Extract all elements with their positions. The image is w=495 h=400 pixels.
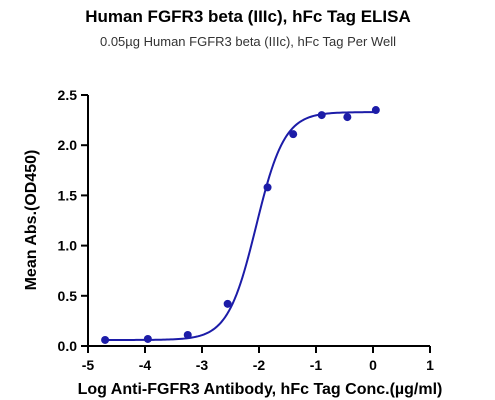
chart-title: Human FGFR3 beta (IIIc), hFc Tag ELISA bbox=[85, 7, 411, 26]
x-tick-label: 0 bbox=[369, 357, 377, 373]
data-point bbox=[371, 106, 380, 115]
data-point bbox=[101, 335, 110, 344]
y-tick-label: 1.0 bbox=[58, 238, 78, 254]
plot-area: 0.0 0.5 1.0 1.5 2.0 2.5 -5 -4 -3 -2 -1 0 1 bbox=[58, 87, 435, 373]
data-point bbox=[143, 334, 152, 343]
data-point bbox=[263, 183, 272, 192]
y-tick-label: 1.5 bbox=[58, 187, 78, 203]
y-axis-label: Mean Abs.(OD450) bbox=[23, 150, 40, 291]
y-tick-label: 2.0 bbox=[58, 137, 78, 153]
x-tick-label: -5 bbox=[82, 357, 95, 373]
x-tick-label: -2 bbox=[253, 357, 266, 373]
y-axis-ticks: 0.0 0.5 1.0 1.5 2.0 2.5 bbox=[58, 87, 88, 354]
data-point bbox=[289, 130, 298, 139]
chart-subtitle: 0.05µg Human FGFR3 beta (IIIc), hFc Tag … bbox=[100, 34, 396, 49]
x-tick-label: -1 bbox=[310, 357, 323, 373]
fit-curve bbox=[105, 111, 376, 341]
x-axis-label: Log Anti-FGFR3 Antibody, hFc Tag Conc.(µ… bbox=[78, 381, 443, 398]
x-tick-label: -3 bbox=[196, 357, 209, 373]
data-point bbox=[183, 330, 192, 339]
data-points bbox=[101, 106, 380, 344]
y-tick-label: 2.5 bbox=[58, 87, 78, 103]
data-point bbox=[317, 111, 326, 120]
data-point bbox=[223, 299, 232, 308]
x-tick-label: 1 bbox=[426, 357, 434, 373]
x-tick-label: -4 bbox=[139, 357, 152, 373]
y-tick-label: 0.5 bbox=[58, 288, 78, 304]
x-axis-ticks: -5 -4 -3 -2 -1 0 1 bbox=[82, 346, 434, 373]
data-point bbox=[343, 113, 352, 122]
y-tick-label: 0.0 bbox=[58, 338, 78, 354]
